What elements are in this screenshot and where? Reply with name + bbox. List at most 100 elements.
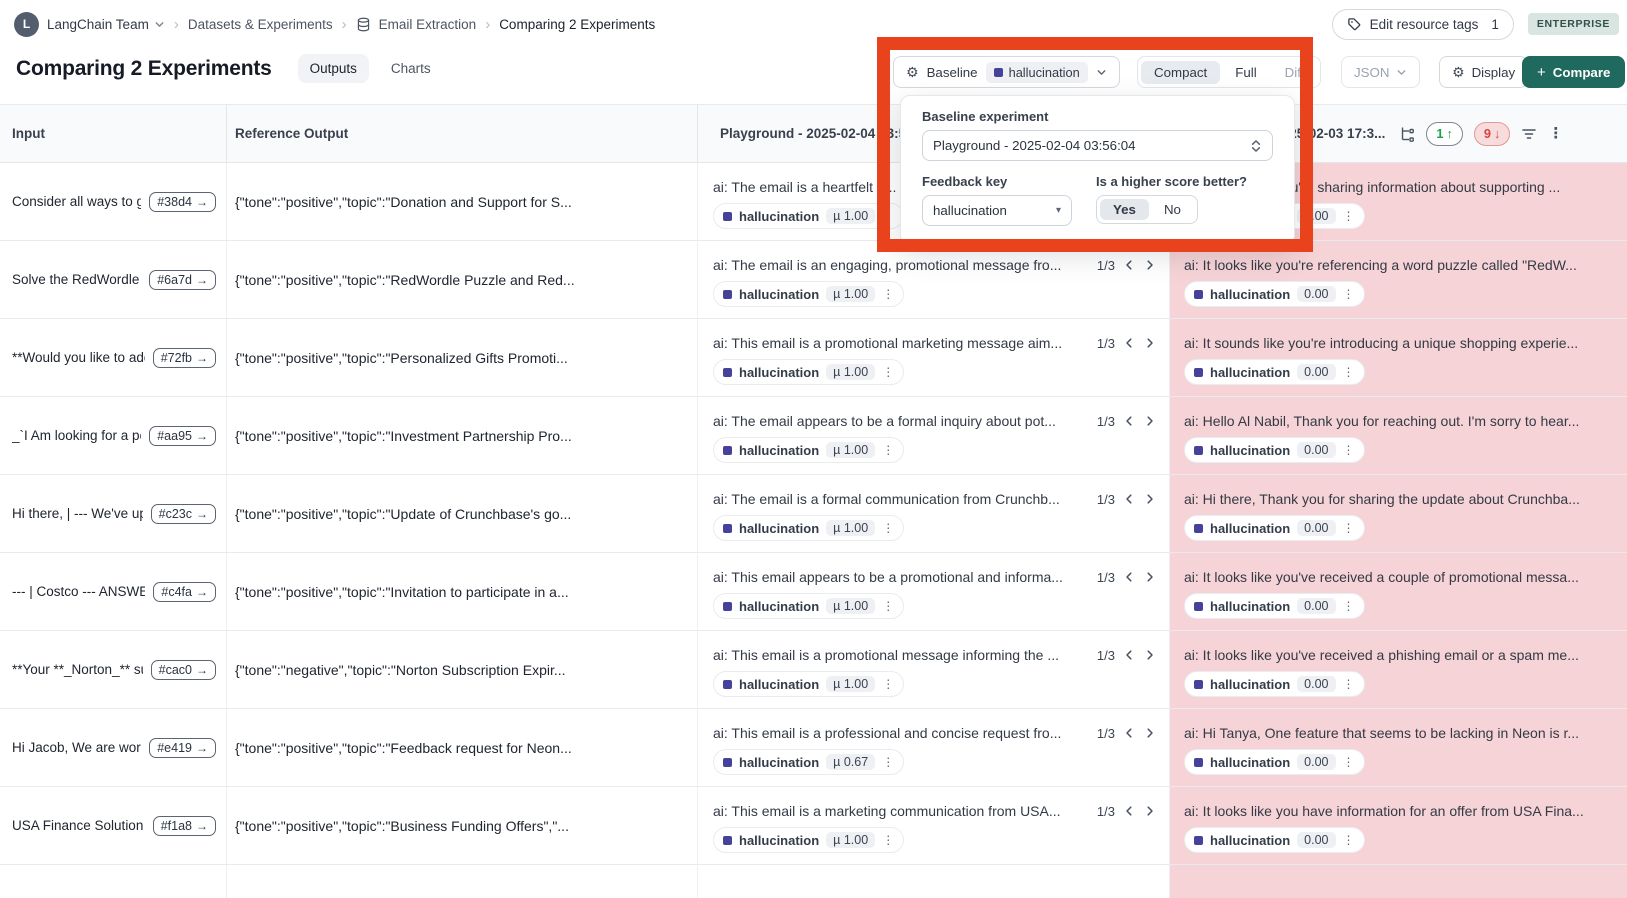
breadcrumb-team[interactable]: LangChain Team [47,16,149,32]
team-avatar[interactable]: L [14,11,39,37]
input-cell[interactable]: USA Finance Solution offers ... #f1a8 → [0,787,227,864]
chevron-right-icon[interactable] [1143,492,1157,506]
reference-output-cell[interactable]: {"tone":"positive","topic":"Investment P… [227,397,698,474]
compare-runs-icon[interactable] [1399,126,1415,142]
reference-output-cell[interactable]: {"tone":"positive","topic":"RedWordle Pu… [227,241,698,318]
reference-output-cell[interactable]: {"tone":"positive","topic":"Personalized… [227,319,698,396]
view-mode-compact[interactable]: Compact [1141,60,1221,84]
feedback-score-badge[interactable]: hallucination µ 1.00 ⋮ [713,359,905,385]
example-link-badge[interactable]: #c23c → [150,503,216,524]
feedback-score-badge[interactable]: hallucination µ 1.00 ⋮ [713,281,905,307]
input-cell[interactable]: Hi Jacob, We are working to... #e419 → [0,709,227,786]
input-cell[interactable]: **Your **_Norton_** subsc... #cac0 → [0,631,227,708]
kebab-icon[interactable]: ⋮ [882,287,895,301]
baseline-experiment-select[interactable]: Playground - 2025-02-04 03:56:04 [922,130,1273,161]
kebab-icon[interactable]: ⋮ [1342,521,1355,535]
feedback-score-badge[interactable]: hallucination µ 1.00 ⋮ [713,515,905,541]
input-cell[interactable]: Solve the RedWordle We kn... #6a7d → [0,241,227,318]
chevron-right-icon[interactable] [1143,804,1157,818]
reference-output-cell[interactable]: {"tone":"positive","topic":"Donation and… [227,163,698,240]
chevron-left-icon[interactable] [1122,258,1136,272]
compare-button[interactable]: + Compare [1522,56,1626,88]
reference-output-cell[interactable]: {"tone":"positive","topic":"Feedback req… [227,709,698,786]
chevron-right-icon[interactable] [1143,258,1157,272]
feedback-score-badge[interactable]: hallucination 0.00 ⋮ [1184,827,1365,853]
experiment1-output-cell[interactable]: ai: This email is a marketing communicat… [698,787,1170,864]
input-cell[interactable]: --- | Costco --- ANSWER & ... #c4fa → [0,553,227,630]
kebab-icon[interactable]: ⋮ [882,443,895,457]
example-link-badge[interactable]: #6a7d → [149,269,216,290]
example-link-badge[interactable]: #38d4 → [149,191,216,212]
experiment1-output-cell[interactable]: ai: This email is a promotional marketin… [698,319,1170,396]
input-cell[interactable]: _`I Am looking for a possibl... #aa95 → [0,397,227,474]
json-dropdown-button[interactable]: JSON [1341,56,1421,88]
tab-charts[interactable]: Charts [390,61,431,76]
breadcrumb-datasets[interactable]: Datasets & Experiments [187,16,333,32]
reference-output-cell[interactable]: {"tone":"positive","topic":"Update of Cr… [227,475,698,552]
input-cell[interactable]: Hi there, | --- We've update... #c23c → [0,475,227,552]
chevron-left-icon[interactable] [1122,570,1136,584]
kebab-icon[interactable]: ⋮ [1548,125,1564,142]
experiment1-output-cell[interactable]: ai: The email is an engaging, promotiona… [698,241,1170,318]
regressed-count-badge[interactable]: 9 ↓ [1473,121,1511,146]
feedback-score-badge[interactable]: hallucination 0.00 ⋮ [1184,671,1365,697]
kebab-icon[interactable]: ⋮ [1342,209,1355,223]
chevron-right-icon[interactable] [1143,336,1157,350]
feedback-score-badge[interactable]: hallucination µ 1.00 ⋮ [713,203,905,229]
chevron-right-icon[interactable] [1143,648,1157,662]
chevron-left-icon[interactable] [1122,414,1136,428]
feedback-score-badge[interactable]: hallucination 0.00 ⋮ [1184,515,1365,541]
feedback-score-badge[interactable]: hallucination µ 0.67 ⋮ [713,749,905,775]
input-cell[interactable]: **Would you like to add spe... #72fb → [0,319,227,396]
kebab-icon[interactable]: ⋮ [1342,365,1355,379]
reference-output-cell[interactable]: {"tone":"positive","topic":"Invitation t… [227,553,698,630]
kebab-icon[interactable]: ⋮ [1342,833,1355,847]
feedback-key-select[interactable]: hallucination ▾ [922,195,1072,226]
experiment1-output-cell[interactable]: ai: The email is a formal communication … [698,475,1170,552]
kebab-icon[interactable]: ⋮ [1342,755,1355,769]
experiment2-output-cell[interactable]: ai: Hello Al Nabil, Thank you for reachi… [1170,397,1627,474]
feedback-score-badge[interactable]: hallucination 0.00 ⋮ [1184,359,1365,385]
kebab-icon[interactable]: ⋮ [882,599,895,613]
experiment2-output-cell[interactable]: ai: It looks like you're referencing a w… [1170,241,1627,318]
chevron-right-icon[interactable] [1143,570,1157,584]
example-link-badge[interactable]: #f1a8 → [152,815,216,836]
chevron-left-icon[interactable] [1122,648,1136,662]
experiment2-output-cell[interactable]: ai: Hi Tanya, One feature that seems to … [1170,709,1627,786]
kebab-icon[interactable]: ⋮ [882,833,895,847]
view-mode-diff[interactable]: Diff [1284,64,1305,80]
kebab-icon[interactable]: ⋮ [882,755,895,769]
reference-output-cell[interactable]: {"tone":"negative","topic":"Norton Subsc… [227,631,698,708]
feedback-score-badge[interactable]: hallucination µ 1.00 ⋮ [713,671,905,697]
experiment2-output-cell[interactable]: ai: It sounds like you're introducing a … [1170,319,1627,396]
filter-icon[interactable] [1521,127,1537,141]
feedback-score-badge[interactable]: hallucination 0.00 ⋮ [1184,593,1365,619]
improved-count-badge[interactable]: 1 ↑ [1426,121,1463,146]
feedback-score-badge[interactable]: hallucination µ 1.00 ⋮ [713,827,905,853]
experiment1-output-cell[interactable]: ai: The email is a heartfelt a... 1/3 ha… [698,163,1170,240]
higher-score-yes[interactable]: Yes [1100,199,1149,220]
experiment2-output-cell[interactable]: ai: It looks like you've received a phis… [1170,631,1627,708]
feedback-score-badge[interactable]: hallucination µ 1.00 ⋮ [713,437,905,463]
example-link-badge[interactable]: #72fb → [152,347,216,368]
example-link-badge[interactable]: #aa95 → [149,425,216,446]
feedback-score-badge[interactable]: hallucination 0.00 ⋮ [1184,437,1365,463]
display-settings-button[interactable]: ⚙ Display [1439,56,1529,88]
kebab-icon[interactable]: ⋮ [1342,287,1355,301]
chevron-left-icon[interactable] [1122,492,1136,506]
experiment2-output-cell[interactable]: ai: It looks like you have information f… [1170,787,1627,864]
experiment1-output-cell[interactable]: ai: This email appears to be a promotion… [698,553,1170,630]
kebab-icon[interactable]: ⋮ [882,677,895,691]
chevron-right-icon[interactable] [1143,414,1157,428]
feedback-score-badge[interactable]: hallucination 0.00 ⋮ [1184,281,1365,307]
baseline-settings-button[interactable]: ⚙ Baseline hallucination [893,56,1120,88]
experiment2-output-cell[interactable]: ai: It looks like you've received a coup… [1170,553,1627,630]
experiment2-output-cell[interactable]: ai: Hi there, Thank you for sharing the … [1170,475,1627,552]
kebab-icon[interactable]: ⋮ [1342,599,1355,613]
experiment1-output-cell[interactable]: ai: This email is a professional and con… [698,709,1170,786]
kebab-icon[interactable]: ⋮ [882,365,895,379]
chevron-left-icon[interactable] [1122,336,1136,350]
edit-resource-tags-button[interactable]: Edit resource tags 1 [1331,8,1514,40]
kebab-icon[interactable]: ⋮ [1342,677,1355,691]
breadcrumb-dataset-name[interactable]: Email Extraction [378,16,477,32]
